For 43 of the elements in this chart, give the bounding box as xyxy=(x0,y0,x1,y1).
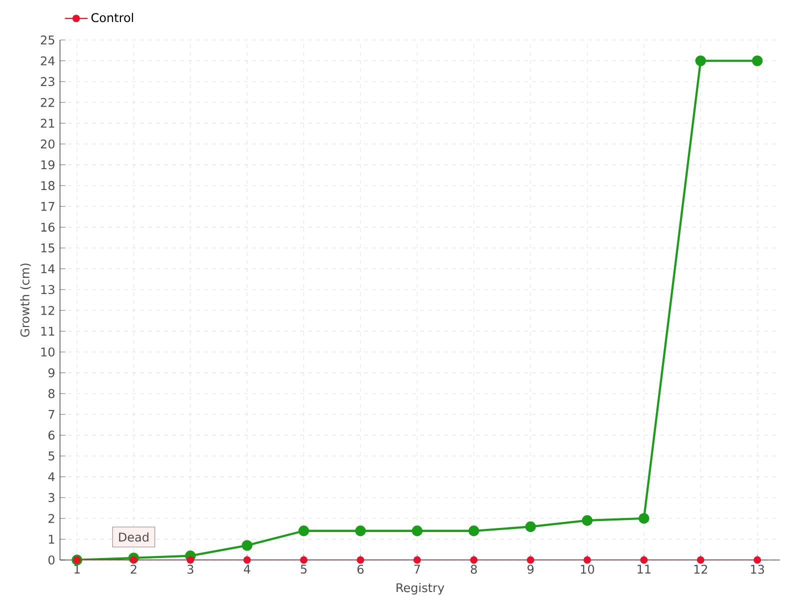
y-tick-label: 24 xyxy=(40,56,55,66)
x-tick-label: 11 xyxy=(638,564,650,574)
x-tick-label: 7 xyxy=(414,564,420,574)
y-tick-label: 18 xyxy=(41,181,54,190)
y-tick-label: 25 xyxy=(40,35,54,45)
y-tick-label: 2 xyxy=(48,514,54,523)
y-tick-label: 8 xyxy=(48,389,54,398)
y-tick-label: 7 xyxy=(48,410,54,419)
x-tick-label: 5 xyxy=(300,564,307,574)
y-tick-label: 9 xyxy=(48,368,54,378)
y-tick-label: 22 xyxy=(40,98,54,107)
y-tick-label: 4 xyxy=(48,472,55,482)
y-tick-label: 11 xyxy=(41,326,54,336)
x-tick-label: 1 xyxy=(74,564,80,574)
y-tick-label: 16 xyxy=(41,222,55,232)
y-tick-label: 14 xyxy=(41,264,55,274)
x-tick-label: 13 xyxy=(751,564,764,574)
y-tick-label: 19 xyxy=(41,160,54,170)
x-tick-label: 12 xyxy=(694,564,708,574)
x-tick-label: 9 xyxy=(527,564,534,574)
y-tick-label: 12 xyxy=(41,306,54,315)
y-tick-label: 1 xyxy=(48,534,54,544)
y-tick-label: 5 xyxy=(48,452,54,460)
x-axis-title: Registry xyxy=(396,582,444,595)
y-axis-title: Growth (cm) xyxy=(20,264,31,337)
y-tick-label: 10 xyxy=(41,347,54,357)
x-tick-label: 6 xyxy=(357,564,364,574)
y-tick-label: 17 xyxy=(41,202,54,211)
y-tick-label: 13 xyxy=(41,285,54,294)
x-tick-label: 4 xyxy=(244,564,250,574)
annotation: Dead xyxy=(119,532,148,542)
y-tick-label: 20 xyxy=(40,139,54,149)
y-tick-label: 6 xyxy=(48,430,55,440)
legend-label: Control xyxy=(91,12,134,22)
x-tick-label: 2 xyxy=(130,564,136,574)
y-tick-label: 21 xyxy=(40,118,54,128)
y-tick-label: 15 xyxy=(41,244,54,252)
x-tick-label: 8 xyxy=(470,564,477,574)
x-tick-label: 10 xyxy=(580,564,594,574)
y-tick-label: 3 xyxy=(48,493,54,502)
x-tick-label: 3 xyxy=(188,564,194,574)
y-tick-label: 23 xyxy=(40,77,54,86)
y-tick-label: 0 xyxy=(48,555,54,565)
